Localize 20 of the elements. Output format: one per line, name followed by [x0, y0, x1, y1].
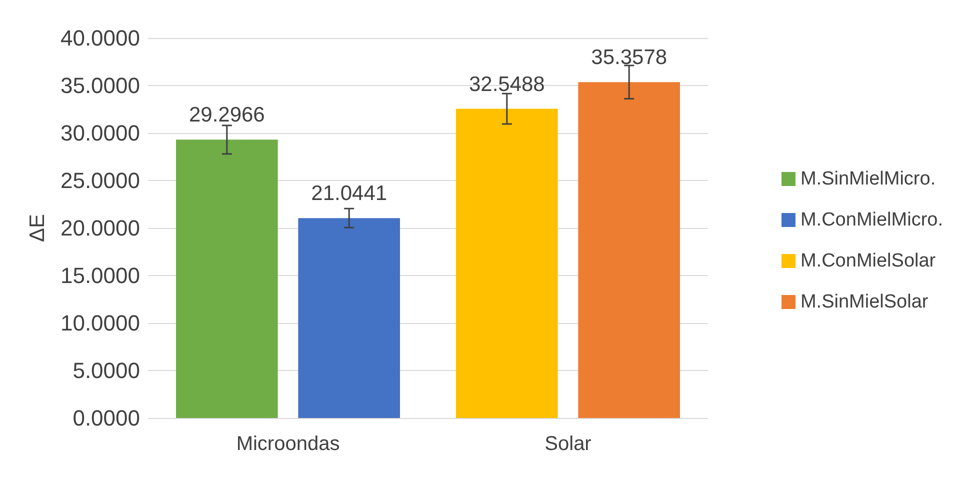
data-label: 32.5488	[468, 72, 545, 96]
legend-label: M.SinMielMicro.	[800, 168, 936, 190]
y-tick-label: 20.0000	[60, 216, 140, 240]
y-tick-label: 10.0000	[60, 310, 140, 336]
y-tick-label: 35.0000	[60, 73, 140, 98]
data-label: 35.3578	[591, 46, 668, 70]
legend-label: M.SinMielSolar	[800, 292, 929, 312]
y-axis-title: ΔE	[26, 214, 49, 242]
x-tick-label: Microondas	[236, 433, 340, 455]
y-tick-label: 30.0000	[60, 120, 140, 146]
legend-label: M.ConMielSolar	[800, 250, 936, 272]
data-label: 29.2966	[188, 104, 265, 127]
data-label: 21.0441	[311, 182, 388, 206]
y-tick-label: 25.0000	[60, 168, 140, 193]
y-tick-label: 40.0000	[60, 26, 140, 50]
legend-label: M.ConMielMicro.	[800, 210, 944, 230]
y-tick-label: 15.0000	[60, 263, 140, 288]
x-tick-label: Solar	[544, 433, 592, 455]
y-tick-label: 0.0000	[72, 406, 140, 430]
y-tick-label: 5.0000	[72, 358, 140, 383]
